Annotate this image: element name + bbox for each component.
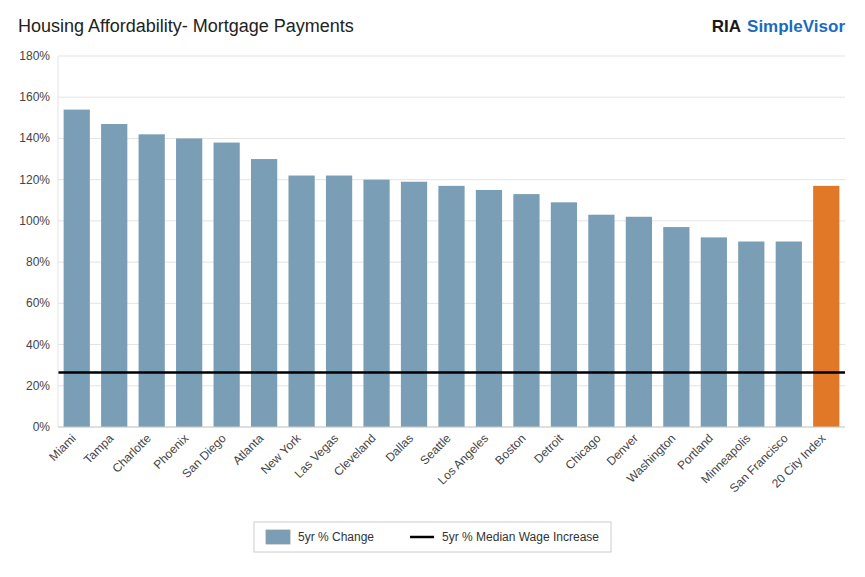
x-tick-label: Los Angeles: [435, 431, 491, 487]
legend-swatch: [266, 530, 290, 544]
y-tick-label: 40%: [26, 338, 50, 352]
x-tick-label: Dallas: [383, 431, 416, 464]
y-tick-label: 160%: [19, 90, 50, 104]
bar: [214, 143, 240, 427]
y-tick-label: 120%: [19, 173, 50, 187]
legend-swatch: [410, 536, 434, 539]
bar: [663, 227, 689, 427]
bar: [776, 242, 802, 428]
legend-label: 5yr % Median Wage Increase: [442, 530, 599, 544]
reference-line: [58, 371, 845, 374]
x-tick-label: Chicago: [562, 431, 603, 472]
bar: [513, 194, 539, 427]
legend-frame: [254, 522, 611, 552]
grid-line: [58, 56, 845, 57]
title: Housing Affordability- Mortgage Payments: [18, 16, 354, 36]
x-tick-label: Detroit: [531, 431, 566, 466]
y-axis-line: [58, 56, 59, 427]
x-tick-label: San Diego: [179, 431, 229, 481]
x-tick-label: Cleveland: [331, 431, 379, 479]
x-tick-label: Atlanta: [230, 431, 267, 468]
bar: [626, 217, 652, 427]
annotation: RIA: [712, 17, 741, 36]
bar: [176, 138, 202, 427]
y-tick-label: 20%: [26, 379, 50, 393]
x-tick-label: Seattle: [417, 431, 454, 468]
bar: [288, 176, 314, 427]
x-tick-label: 20 City Index: [769, 431, 828, 490]
bar: [64, 110, 90, 427]
bar: [363, 180, 389, 427]
bar: [476, 190, 502, 427]
chart: Housing Affordability- Mortgage Payments…: [0, 0, 865, 577]
y-tick-label: 60%: [26, 296, 50, 310]
branding: RIA SimpleVisor: [712, 17, 846, 36]
x-tick-label: Miami: [46, 431, 79, 464]
x-tick-label: Washington: [624, 431, 678, 485]
x-axis-line: [58, 427, 845, 428]
bar: [551, 202, 577, 427]
y-tick-label: 0%: [33, 420, 51, 434]
x-tick-label: Charlotte: [109, 431, 154, 476]
x-tick-label: Tampa: [81, 431, 117, 467]
x-tick-label: Las Vegas: [292, 431, 342, 481]
plot-area: [58, 110, 845, 427]
y-tick-label: 100%: [19, 214, 50, 228]
grid-line: [58, 427, 845, 428]
bar: [401, 182, 427, 427]
y-tick-label: 80%: [26, 255, 50, 269]
x-tick-label: Boston: [492, 431, 528, 467]
legend: 5yr % Change 5yr % Median Wage Increase: [254, 522, 611, 552]
y-tick-label: 140%: [19, 131, 50, 145]
y-tick-label: 180%: [19, 49, 50, 63]
bar: [438, 186, 464, 427]
bar: [588, 215, 614, 427]
bar: [738, 242, 764, 428]
bar: [251, 159, 277, 427]
grid-line: [58, 97, 845, 98]
y-grid: [58, 56, 845, 427]
bar: [813, 186, 839, 427]
bar: [701, 237, 727, 427]
background: [0, 0, 865, 577]
annotation: SimpleVisor: [747, 17, 845, 36]
bar: [139, 134, 165, 427]
bar: [326, 176, 352, 427]
bar: [101, 124, 127, 427]
x-tick-label: Denver: [604, 431, 641, 468]
legend-label: 5yr % Change: [298, 530, 374, 544]
